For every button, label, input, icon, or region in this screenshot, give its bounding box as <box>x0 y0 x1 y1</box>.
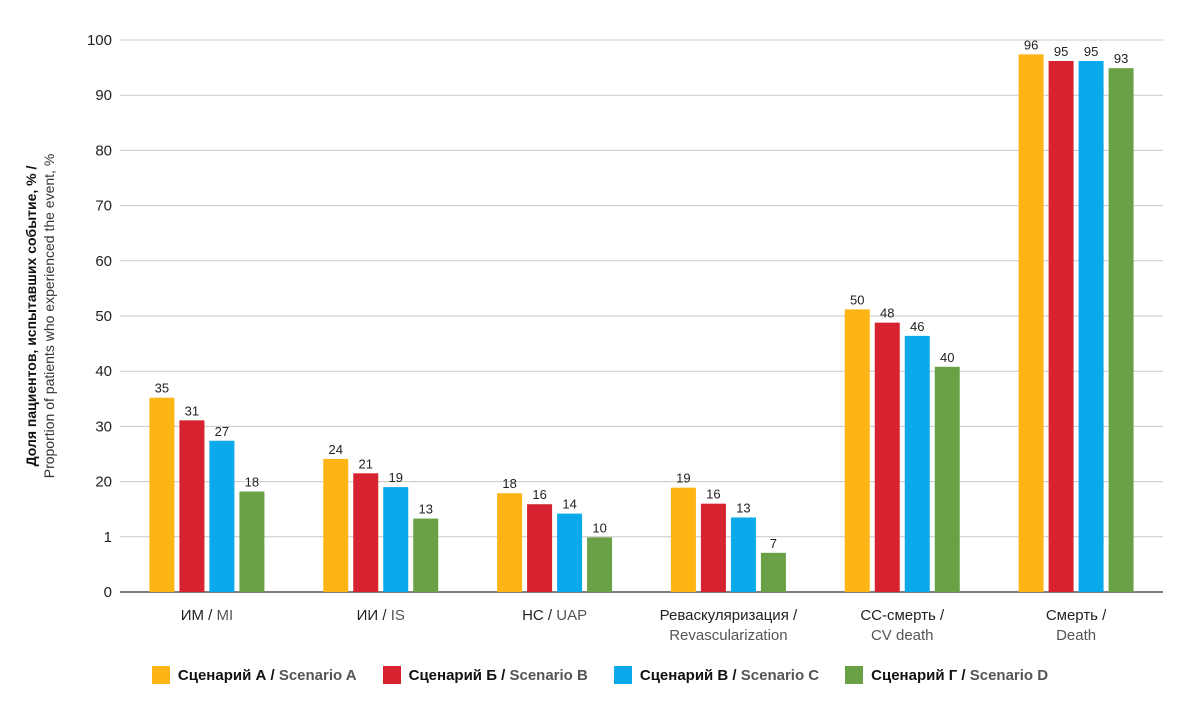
bar <box>1078 60 1104 592</box>
bar <box>874 322 900 592</box>
bar <box>179 420 205 592</box>
bar <box>353 473 379 592</box>
legend-swatch <box>613 666 632 684</box>
legend-swatch <box>845 666 864 684</box>
data-label: 14 <box>562 497 576 512</box>
data-label: 40 <box>940 350 954 365</box>
legend-swatch <box>151 666 170 684</box>
data-label: 16 <box>706 487 720 502</box>
data-label: 46 <box>910 319 924 334</box>
bar <box>904 335 930 592</box>
data-label: 18 <box>245 475 259 490</box>
legend-item: Сценарий А / Scenario A <box>151 666 357 684</box>
x-category-label: СС-смерть / <box>860 607 945 624</box>
data-label: 7 <box>770 536 777 551</box>
chart-legend: Сценарий А / Scenario A Сценарий Б / Scen… <box>0 666 1200 684</box>
y-tick-label: 100 <box>87 32 112 49</box>
data-label: 50 <box>850 292 864 307</box>
bar <box>934 366 960 592</box>
y-tick-label: 1 <box>104 529 112 546</box>
data-label: 18 <box>502 476 516 491</box>
bar <box>760 552 786 592</box>
x-category-label: Реваскуляризация / <box>660 607 798 624</box>
x-category-label-en: Revascularization <box>669 627 787 644</box>
legend-item: Сценарий Г / Scenario D <box>845 666 1048 684</box>
data-label: 19 <box>389 470 403 485</box>
legend-swatch <box>382 666 401 684</box>
y-tick-label: 60 <box>95 253 112 270</box>
y-tick-label: 30 <box>95 418 112 435</box>
y-tick-label: 90 <box>95 87 112 104</box>
bar <box>587 537 613 592</box>
bar <box>209 440 235 592</box>
bar <box>239 491 265 592</box>
x-category-label-en: Death <box>1056 627 1096 644</box>
data-label: 19 <box>676 471 690 486</box>
bar-chart: 0 1 20 30 40 50 60 70 80 90 100 35 31 27 18 ИМ / MI 24 21… <box>23 32 1163 644</box>
bar <box>557 513 583 592</box>
y-tick-label: 40 <box>95 363 112 380</box>
y-tick-label: 0 <box>104 584 112 601</box>
legend-label: Сценарий А / Scenario A <box>177 666 357 684</box>
y-tick-label: 70 <box>95 198 112 215</box>
bar <box>149 397 175 592</box>
data-label: 21 <box>359 456 373 471</box>
data-label: 48 <box>880 306 894 321</box>
x-category-label: ИИ / IS <box>357 607 405 624</box>
data-label: 95 <box>1084 44 1098 59</box>
bar <box>527 504 553 592</box>
bar <box>670 487 696 592</box>
bar <box>383 487 409 592</box>
x-category-label-en: CV death <box>871 627 934 644</box>
legend-item: Сценарий В / Scenario C <box>613 666 820 684</box>
x-category-label: Смерть / <box>1046 607 1107 624</box>
y-axis-title: Доля пациентов, испытавших событие, % / P… <box>23 154 57 479</box>
bar <box>323 458 349 592</box>
bar <box>700 503 726 592</box>
legend-label: Сценарий Б / Scenario B <box>408 666 588 684</box>
x-category-label: ИМ / MI <box>181 607 233 624</box>
y-tick-label: 20 <box>95 474 112 491</box>
bar <box>730 517 756 592</box>
bar <box>1018 54 1044 593</box>
data-label: 31 <box>185 403 199 418</box>
data-label: 16 <box>532 487 546 502</box>
data-label: 24 <box>329 442 343 457</box>
y-axis-title-en: Proportion of patients who experienced t… <box>41 154 57 479</box>
legend-label: Сценарий В / Scenario C <box>639 666 820 684</box>
data-label: 95 <box>1054 44 1068 59</box>
x-category-label: НС / UAP <box>522 607 587 624</box>
data-label: 13 <box>736 500 750 515</box>
y-axis-title-ru: Доля пациентов, испытавших событие, % / <box>23 165 39 466</box>
data-label: 27 <box>215 424 229 439</box>
y-tick-label: 80 <box>95 142 112 159</box>
y-tick-label: 50 <box>95 308 112 325</box>
bar <box>844 309 870 592</box>
bar <box>413 518 439 592</box>
bar <box>1108 68 1134 593</box>
bar <box>1048 60 1074 592</box>
data-label: 13 <box>419 502 433 517</box>
data-label: 35 <box>155 381 169 396</box>
legend-item: Сценарий Б / Scenario B <box>382 666 588 684</box>
data-label: 96 <box>1024 37 1038 52</box>
legend-label: Сценарий Г / Scenario D <box>871 666 1049 684</box>
data-label: 10 <box>592 520 606 535</box>
bar <box>497 493 523 592</box>
data-label: 93 <box>1114 51 1128 66</box>
